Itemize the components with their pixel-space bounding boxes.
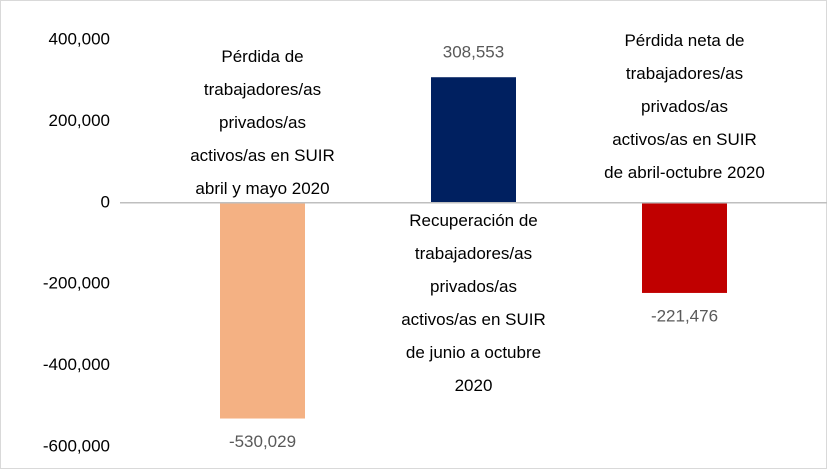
y-tick-label: 200,000: [49, 111, 110, 130]
bar: [431, 77, 516, 203]
y-tick-label: -600,000: [43, 436, 110, 455]
value-label: 308,553: [443, 43, 504, 62]
category-label: Pérdida neta de trabajadores/as privados…: [604, 31, 765, 182]
value-label: -221,476: [651, 306, 718, 325]
y-tick-label: 0: [101, 192, 110, 211]
y-tick-label: 400,000: [49, 29, 110, 48]
value-label: -530,029: [229, 432, 296, 451]
bar: [642, 202, 727, 293]
y-tick-label: -400,000: [43, 355, 110, 374]
y-tick-label: -200,000: [43, 274, 110, 293]
bar: [220, 202, 305, 419]
category-label: Recuperación de trabajadores/as privados…: [401, 211, 546, 395]
category-label: Pérdida de trabajadores/as privados/as a…: [190, 47, 335, 198]
